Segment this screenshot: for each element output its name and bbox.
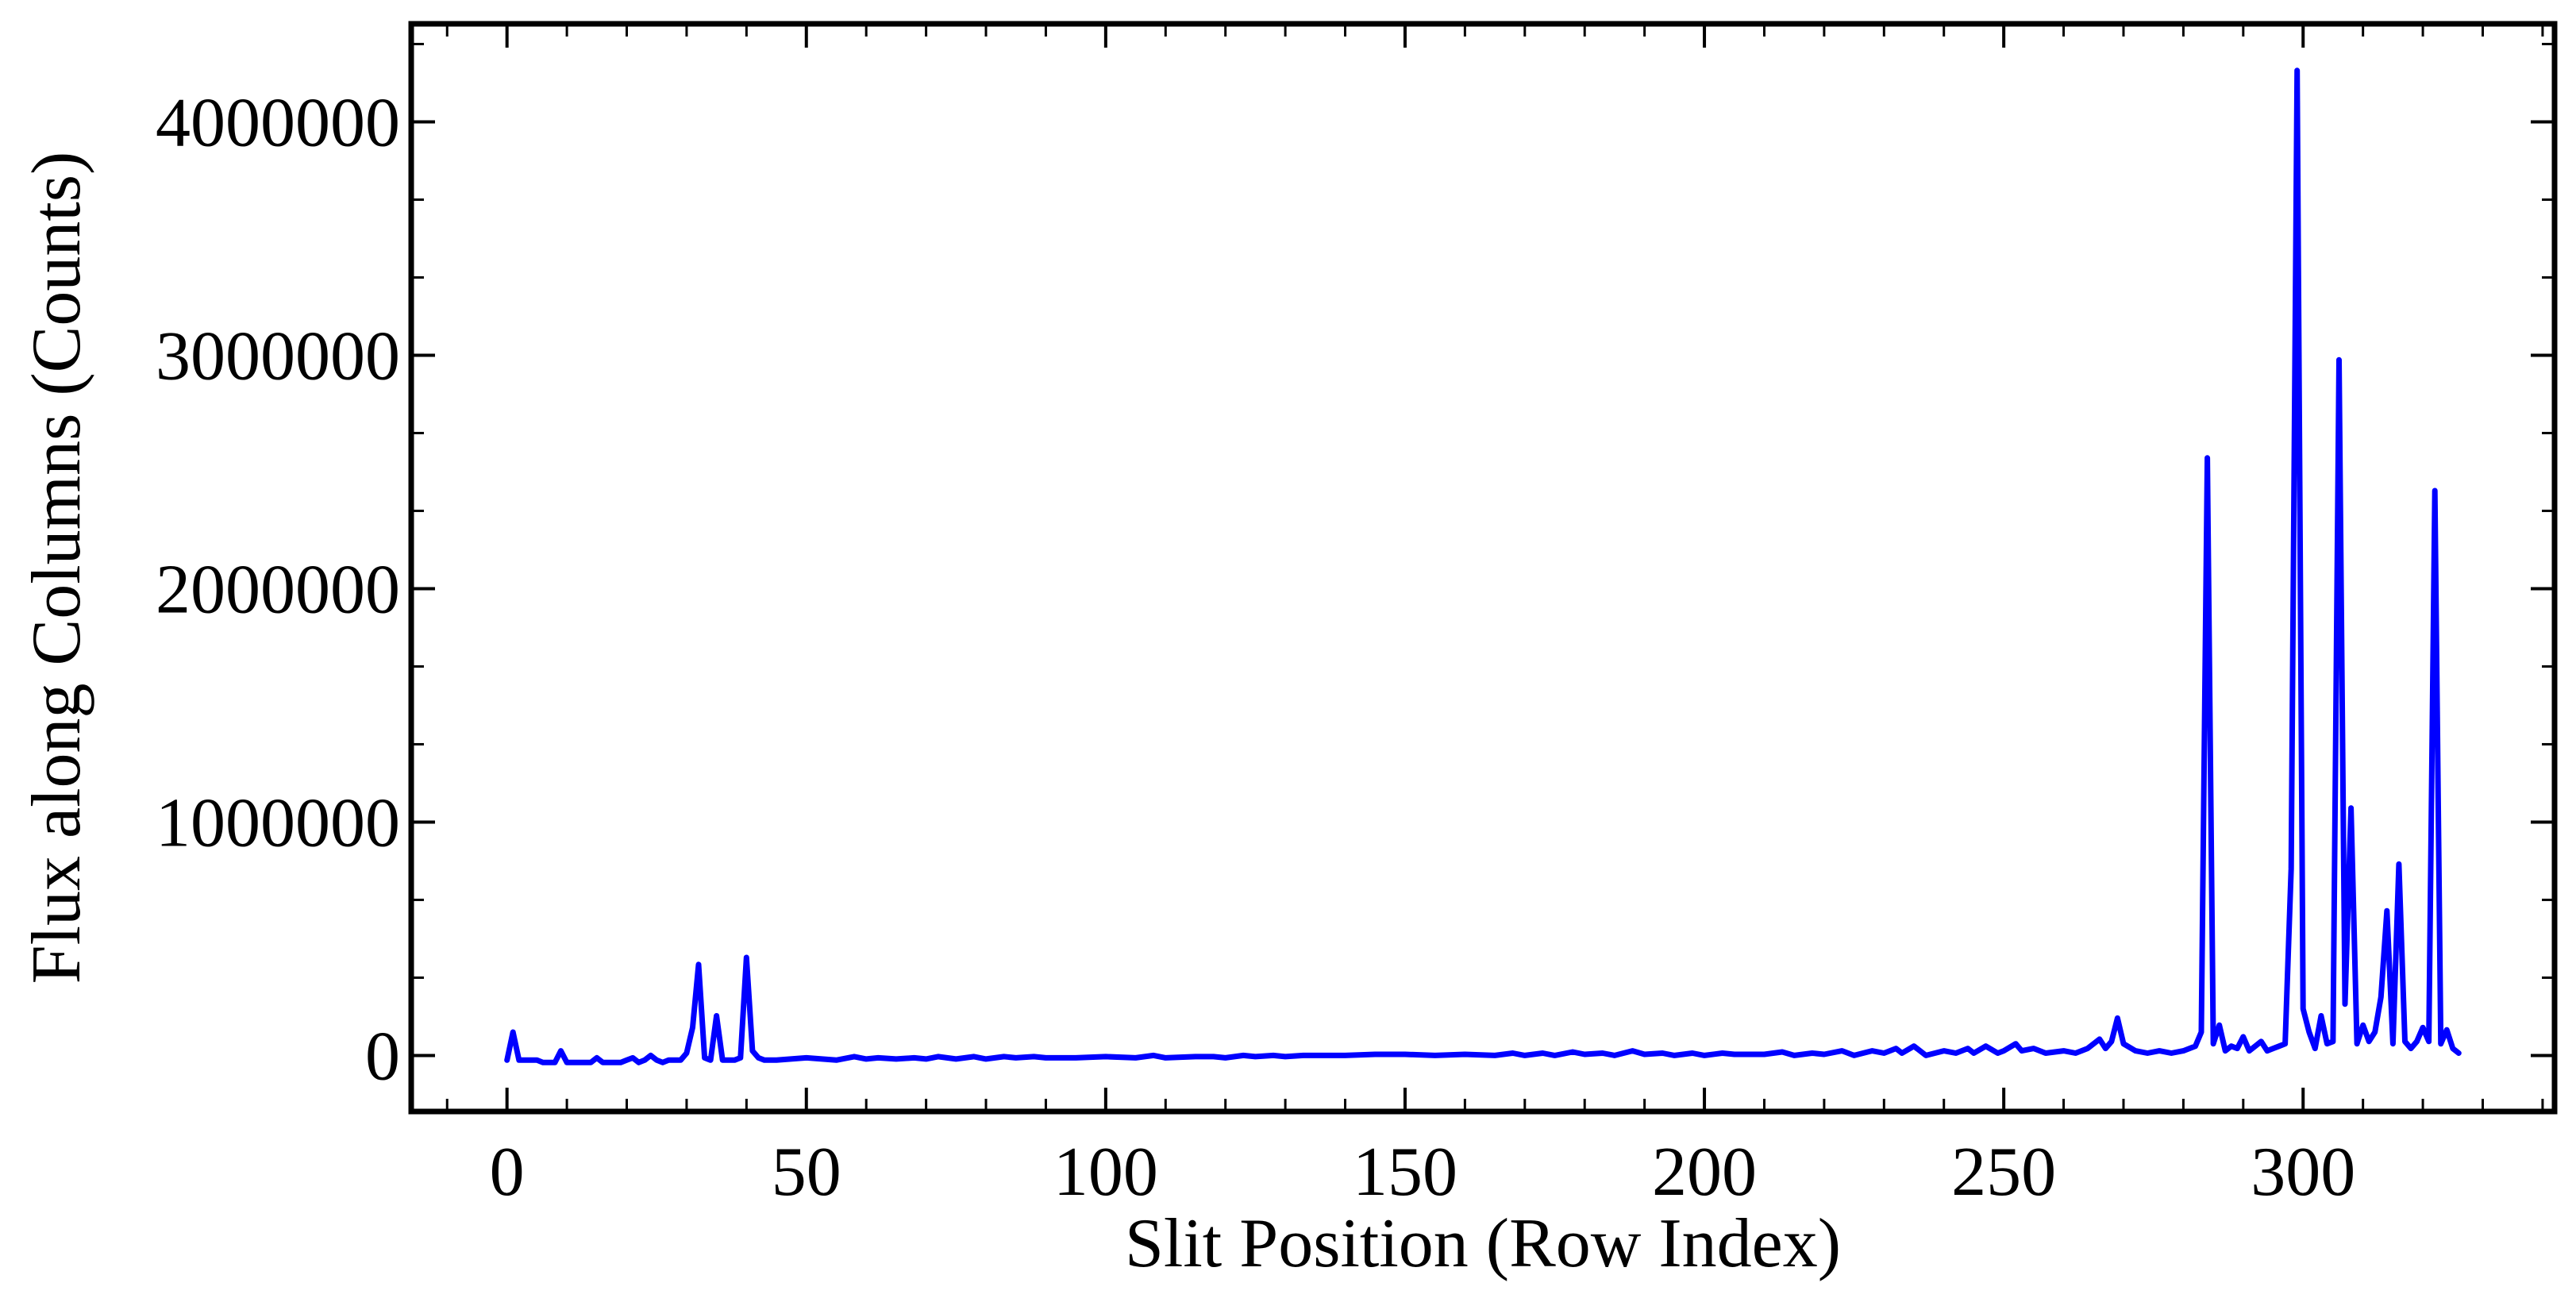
y-axis-label: Flux along Columns (Counts) [18,152,95,984]
x-tick-label: 250 [1951,1134,2056,1211]
x-axis-label: Slit Position (Row Index) [1125,1205,1841,1282]
y-tick-label: 4000000 [156,84,400,161]
y-tick-label: 1000000 [156,784,400,861]
y-tick-label: 2000000 [156,551,400,628]
x-tick-label: 0 [490,1134,525,1211]
x-tick-label: 300 [2251,1134,2355,1211]
series-layer [504,67,2462,1065]
y-tick-label: 0 [365,1018,400,1095]
series-line [504,67,2462,1065]
x-tick-label: 50 [772,1134,841,1211]
x-tick-label: 100 [1053,1134,1158,1211]
plot-frame [408,21,2558,1115]
x-tick-label: 200 [1652,1134,1757,1211]
x-tick-label: 150 [1353,1134,1457,1211]
axis-ticks: 0 50 100 150 200 250 300 0 1000000 2000000 3000000… [156,24,2555,1211]
y-tick-label: 3000000 [156,318,400,395]
